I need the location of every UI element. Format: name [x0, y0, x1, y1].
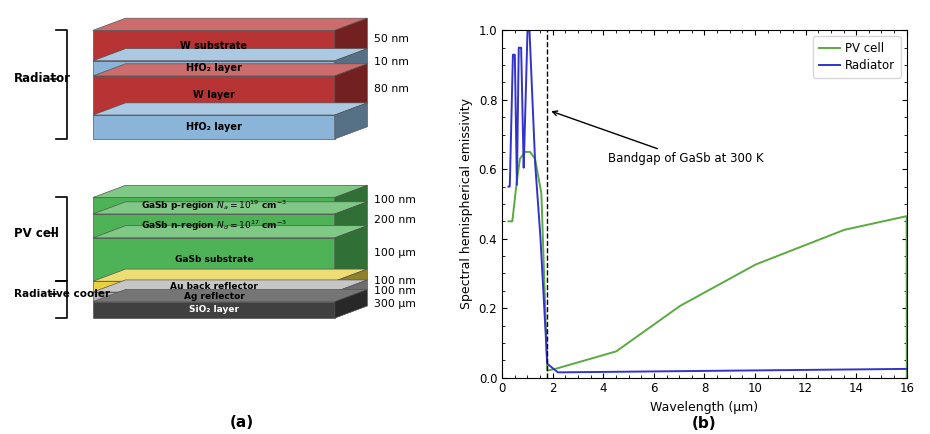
PV cell [851, 225, 862, 230]
Text: GaSb n-region $N_d = 10^{17}$ cm$^{-3}$: GaSb n-region $N_d = 10^{17}$ cm$^{-3}$ [141, 219, 286, 233]
Y-axis label: Spectral hemispherical emissivity: Spectral hemispherical emissivity [460, 99, 473, 309]
FancyBboxPatch shape [93, 281, 335, 292]
FancyBboxPatch shape [93, 302, 335, 318]
Text: HfO₂ layer: HfO₂ layer [186, 122, 242, 132]
Text: 300 μm: 300 μm [374, 299, 417, 309]
PV cell [503, 219, 514, 224]
Polygon shape [93, 202, 367, 214]
Polygon shape [93, 49, 367, 61]
Text: Radiator: Radiator [14, 72, 71, 85]
Polygon shape [335, 185, 367, 214]
Text: (a): (a) [230, 414, 254, 430]
Text: 50 nm: 50 nm [374, 34, 409, 45]
FancyBboxPatch shape [93, 61, 335, 76]
Text: GaSb p-region $N_a = 10^{19}$ cm$^{-3}$: GaSb p-region $N_a = 10^{19}$ cm$^{-3}$ [141, 198, 286, 213]
Text: Au back reflector: Au back reflector [170, 282, 258, 291]
Polygon shape [335, 289, 367, 318]
Text: SiO₂ layer: SiO₂ layer [189, 306, 239, 314]
Polygon shape [335, 202, 367, 238]
PV cell [673, 304, 684, 309]
PV cell [656, 316, 667, 322]
Polygon shape [335, 280, 367, 302]
Polygon shape [93, 269, 367, 281]
Polygon shape [335, 226, 367, 281]
PV cell [549, 367, 560, 372]
FancyBboxPatch shape [93, 214, 335, 238]
Radiator [522, 28, 533, 33]
FancyBboxPatch shape [93, 197, 335, 214]
Polygon shape [93, 280, 367, 292]
PV cell [572, 360, 583, 365]
Text: 10 nm: 10 nm [374, 57, 409, 67]
Text: W layer: W layer [193, 90, 234, 101]
Line: PV cell: PV cell [509, 152, 907, 378]
PV cell [901, 375, 912, 380]
Text: 100 nm: 100 nm [374, 276, 417, 286]
Polygon shape [93, 185, 367, 197]
Radiator [901, 366, 912, 372]
FancyBboxPatch shape [93, 30, 335, 61]
Text: Ag reflector: Ag reflector [183, 293, 245, 301]
PV cell [520, 149, 531, 155]
Text: PV cell: PV cell [14, 227, 59, 240]
Radiator [894, 366, 905, 372]
Text: HfO₂ layer: HfO₂ layer [186, 63, 242, 73]
Polygon shape [335, 64, 367, 115]
Radiator [552, 370, 564, 375]
Polygon shape [93, 64, 367, 76]
Radiator [572, 370, 583, 375]
Radiator [851, 367, 862, 372]
Polygon shape [93, 103, 367, 115]
Text: (b): (b) [692, 416, 717, 431]
FancyBboxPatch shape [93, 115, 335, 139]
Text: 100 nm: 100 nm [374, 194, 417, 205]
FancyBboxPatch shape [93, 292, 335, 302]
Polygon shape [93, 226, 367, 238]
Radiator [549, 367, 560, 372]
Text: Radiative cooler: Radiative cooler [14, 289, 110, 299]
Polygon shape [335, 18, 367, 61]
Text: 100 nm: 100 nm [374, 286, 417, 296]
Line: Radiator: Radiator [509, 30, 907, 372]
FancyBboxPatch shape [93, 238, 335, 281]
Polygon shape [93, 289, 367, 302]
Polygon shape [335, 269, 367, 292]
Radiator [503, 184, 514, 189]
Legend: PV cell, Radiator: PV cell, Radiator [813, 36, 901, 78]
Radiator [656, 369, 667, 374]
Text: W substrate: W substrate [180, 40, 247, 51]
PV cell [894, 215, 905, 220]
FancyBboxPatch shape [93, 76, 335, 115]
Polygon shape [93, 18, 367, 30]
Radiator [673, 368, 684, 374]
Text: GaSb substrate: GaSb substrate [175, 255, 253, 264]
Text: 100 μm: 100 μm [374, 248, 417, 259]
Text: Bandgap of GaSb at 300 K: Bandgap of GaSb at 300 K [552, 111, 764, 165]
Text: 80 nm: 80 nm [374, 84, 409, 95]
Polygon shape [335, 49, 367, 76]
Polygon shape [335, 103, 367, 139]
Text: 200 nm: 200 nm [374, 215, 417, 225]
X-axis label: Wavelength (μm): Wavelength (μm) [650, 401, 759, 414]
